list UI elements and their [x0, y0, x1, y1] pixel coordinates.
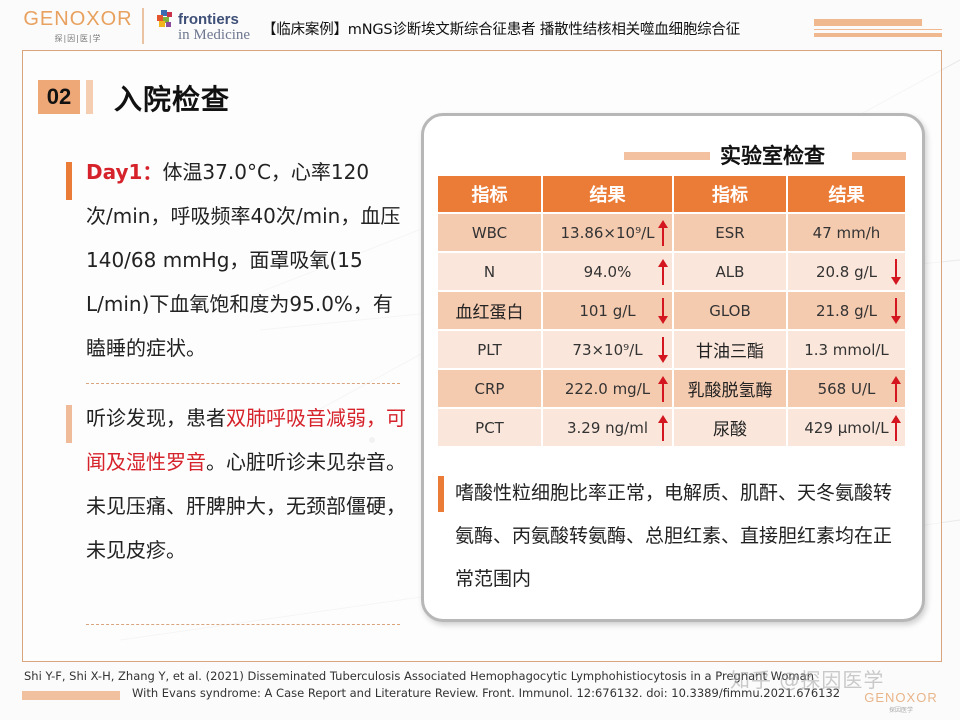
item-cell: PLT: [438, 330, 543, 370]
day1-text: 体温37.0°C，心率120次/min，呼吸频率40次/min，血压140/68…: [86, 160, 401, 360]
table-row: CRP 222.0 mg/L 乳酸脱氢酶 568 U/L: [438, 369, 907, 409]
item-cell: ALB: [673, 252, 788, 292]
lab-note-accent-bar: [438, 476, 444, 512]
item-cell: 甘油三酯: [673, 330, 788, 370]
lab-title-left-bar: [624, 152, 710, 160]
section-title: 入院检查: [114, 83, 231, 116]
slide-header: GENOXOR 探|因|医|学 frontiers in Medicine 【临…: [0, 0, 960, 50]
result-cell: 20.8 g/L: [787, 252, 907, 292]
arrow-up-icon: [658, 415, 668, 441]
lab-results-table: 指标 结果 指标 结果 WBC 13.86×10⁹/L ESR 47 mm/h …: [438, 176, 907, 448]
arrow-down-icon: [891, 259, 901, 285]
day1-accent-bar: [66, 162, 72, 200]
header-result-1: 结果: [542, 176, 674, 214]
lab-title-right-bar: [852, 152, 906, 160]
table-row: 血红蛋白 101 g/L GLOB 21.8 g/L: [438, 291, 907, 331]
item-cell: 血红蛋白: [438, 291, 543, 331]
result-cell: 3.29 ng/ml: [542, 408, 674, 448]
result-cell: 429 µmol/L: [787, 408, 907, 448]
section-number-badge: 02: [38, 80, 80, 114]
item-cell: N: [438, 252, 543, 292]
arrow-up-icon: [658, 220, 668, 246]
section-accent-bar: [86, 80, 93, 114]
frontiers-logo-line1: frontiers: [178, 11, 239, 28]
auscultation-prefix: 听诊发现，患者: [86, 406, 226, 430]
table-header-row: 指标 结果 指标 结果: [438, 176, 907, 214]
reference-line-2: With Evans syndrome: A Case Report and L…: [132, 686, 841, 700]
result-cell: 94.0%: [542, 252, 674, 292]
item-cell: 尿酸: [673, 408, 788, 448]
divider-dashed-bottom: [86, 624, 400, 625]
result-cell: 1.3 mmol/L: [787, 330, 907, 370]
frontiers-logo: frontiers in Medicine: [154, 8, 254, 44]
item-cell: ESR: [673, 213, 788, 253]
item-cell: 乳酸脱氢酶: [673, 369, 788, 409]
arrow-down-icon: [891, 298, 901, 324]
divider-dashed-top: [86, 383, 400, 384]
result-cell: 47 mm/h: [787, 213, 907, 253]
corner-logo-word: GENOXOR: [864, 690, 938, 705]
result-cell: 73×10⁹/L: [542, 330, 674, 370]
arrow-down-icon: [658, 337, 668, 363]
table-row: PLT 73×10⁹/L 甘油三酯 1.3 mmol/L: [438, 330, 907, 370]
auscultation-highlight: 双肺呼吸音减弱，可闻及湿性罗音: [86, 406, 406, 474]
header-decoration: [814, 17, 942, 39]
lab-title-wrap: 实验室检查: [624, 140, 906, 170]
result-cell: 13.86×10⁹/L: [542, 213, 674, 253]
item-cell: WBC: [438, 213, 543, 253]
genoxor-logo: GENOXOR 探|因|医|学: [22, 9, 134, 44]
item-cell: CRP: [438, 369, 543, 409]
header-item-1: 指标: [438, 176, 543, 214]
arrow-up-icon: [658, 259, 668, 285]
arrow-up-icon: [658, 376, 668, 402]
item-cell: PCT: [438, 408, 543, 448]
result-cell: 568 U/L: [787, 369, 907, 409]
genoxor-logo-subtitle: 探|因|医|学: [54, 34, 102, 43]
result-cell: 101 g/L: [542, 291, 674, 331]
auscultation-accent-bar: [66, 405, 72, 443]
header-item-2: 指标: [673, 176, 788, 214]
arrow-down-icon: [658, 298, 668, 324]
result-cell: 21.8 g/L: [787, 291, 907, 331]
table-row: WBC 13.86×10⁹/L ESR 47 mm/h: [438, 213, 907, 253]
auscultation-paragraph: 听诊发现，患者双肺呼吸音减弱，可闻及湿性罗音。心脏听诊未见杂音。未见压痛、肝脾肿…: [86, 396, 412, 572]
item-cell: GLOB: [673, 291, 788, 331]
corner-logo-subtitle: 探因医学: [888, 707, 913, 714]
arrow-up-icon: [891, 415, 901, 441]
table-row: PCT 3.29 ng/ml 尿酸 429 µmol/L: [438, 408, 907, 448]
footer-accent-bar: [22, 691, 120, 700]
auscultation-suffix: 。心脏听诊未见杂音。未见压痛、肝脾肿大，无颈部僵硬，未见皮疹。: [86, 450, 406, 562]
header-divider: [142, 8, 144, 44]
corner-genoxor-logo: GENOXOR 探因医学: [862, 690, 940, 714]
result-cell: 222.0 mg/L: [542, 369, 674, 409]
reference-line-1: Shi Y-F, Shi X-H, Zhang Y, et al. (2021)…: [24, 669, 814, 683]
lab-note: 嗜酸性粒细胞比率正常，电解质、肌酐、天冬氨酸转氨酶、丙氨酸转氨酶、总胆红素、直接…: [455, 482, 893, 590]
slide-title: 【临床案例】mNGS诊断埃文斯综合征患者 播散性结核相关噬血细胞综合征: [262, 22, 741, 38]
genoxor-logo-word: GENOXOR: [23, 8, 133, 30]
day1-paragraph: Day1：体温37.0°C，心率120次/min，呼吸频率40次/min，血压1…: [86, 150, 412, 370]
zhihu-watermark: 知乎 @探因医学: [730, 668, 885, 692]
day1-label: Day1：: [86, 160, 163, 184]
header-result-2: 结果: [787, 176, 907, 214]
table-row: N 94.0% ALB 20.8 g/L: [438, 252, 907, 292]
frontiers-logo-line2: in Medicine: [178, 27, 251, 43]
arrow-up-icon: [891, 376, 901, 402]
frontiers-mark-icon: [157, 10, 172, 27]
lab-title: 实验室检查: [720, 144, 825, 168]
